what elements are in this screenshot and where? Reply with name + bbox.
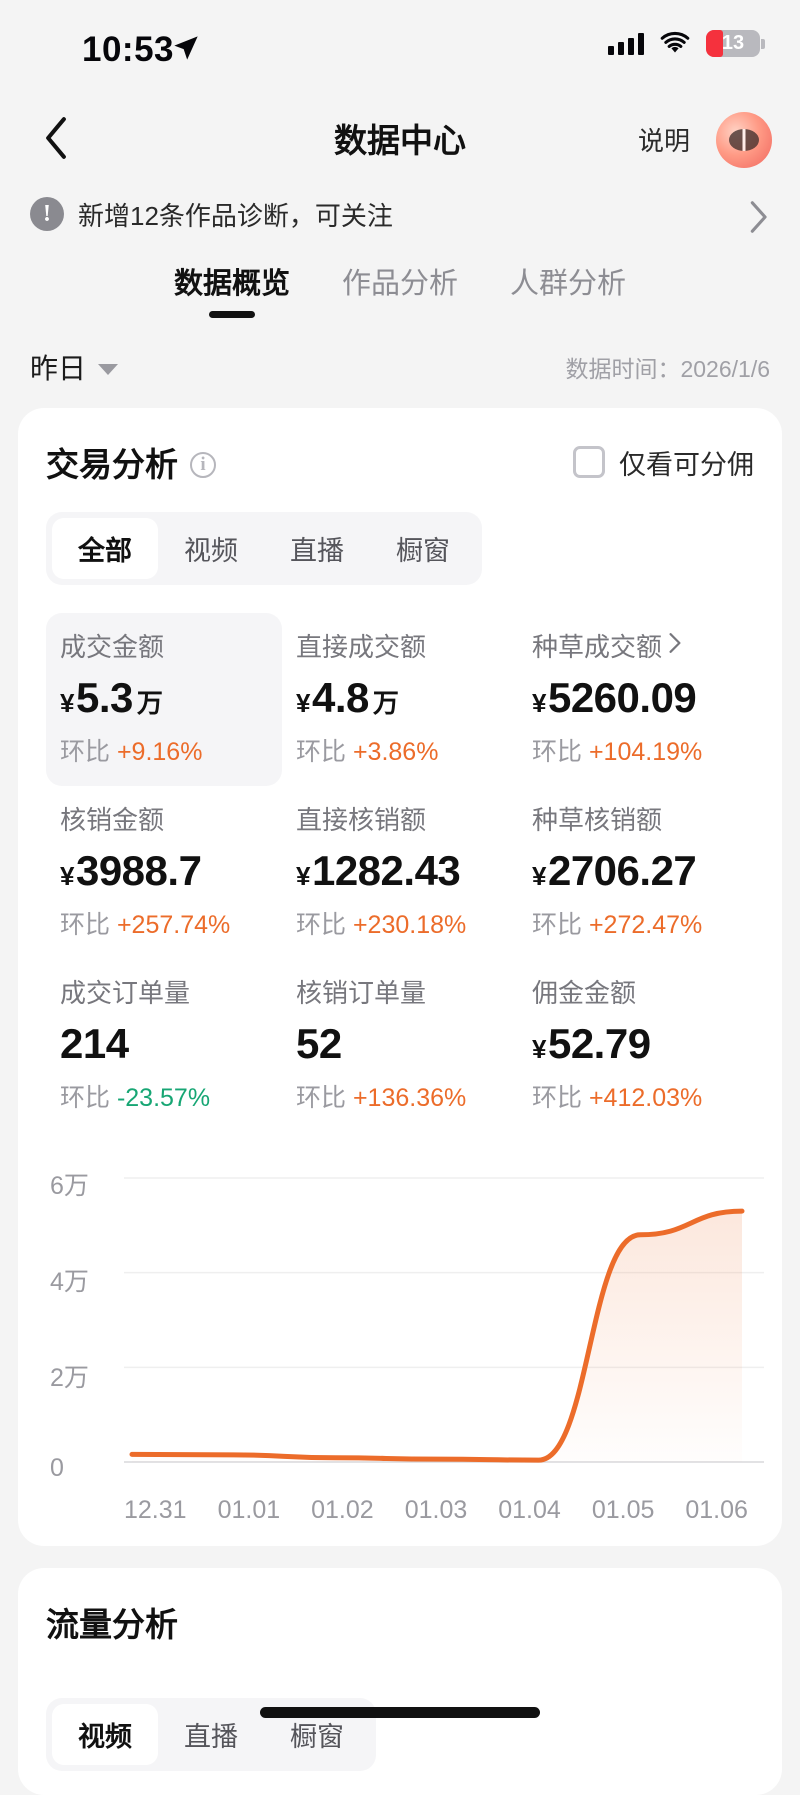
metric-cell: 直接核销额 ¥1282.43 环比 +230.18% xyxy=(282,786,518,959)
metric-label: 直接核销额 xyxy=(296,805,427,835)
metrics-grid: 成交金额 ¥5.3 万环比 +9.16% 直接成交额 ¥4.8 万环比 +3.86% 种草成… xyxy=(46,613,754,1132)
caret-down-icon xyxy=(98,363,119,375)
status-bar: 10:53 13 xyxy=(0,0,800,96)
y-tick-1: 4万 xyxy=(50,1268,89,1296)
x-tick-3: 01.03 xyxy=(404,1496,468,1524)
traffic-card-title: 流量分析 xyxy=(46,1606,178,1643)
metric-label: 种草核销额 xyxy=(532,805,663,835)
notice-banner[interactable]: ! 新增12条作品诊断，可关注 xyxy=(0,182,800,246)
y-tick-2: 2万 xyxy=(50,1364,89,1392)
main-tabs: 数据概览 作品分析 人群分析 xyxy=(0,246,800,338)
traffic-pill-video[interactable]: 视频 xyxy=(52,1704,158,1765)
checkbox-box[interactable] xyxy=(573,446,605,478)
tab-audience-analysis[interactable]: 人群分析 xyxy=(510,268,627,300)
y-tick-3: 0 xyxy=(50,1454,64,1482)
chart-line-series xyxy=(129,1208,745,1463)
metric-cell: 种草核销额 ¥2706.27 环比 +272.47% xyxy=(518,786,754,959)
home-indicator xyxy=(260,1707,540,1718)
trade-card-title: 交易分析 xyxy=(46,446,178,483)
date-range-selector[interactable]: 昨日 xyxy=(30,347,119,387)
metric-cell: 核销订单量 52 环比 +136.36% xyxy=(282,959,518,1132)
metric-label: 核销金额 xyxy=(60,805,165,835)
x-tick-0: 12.31 xyxy=(124,1496,187,1524)
chevron-right-icon xyxy=(668,630,682,661)
tab-content-analysis[interactable]: 作品分析 xyxy=(341,268,458,300)
traffic-pill-live[interactable]: 直播 xyxy=(184,1722,238,1752)
metric-value: ¥1282.43 xyxy=(296,847,461,894)
filter-pill-all[interactable]: 全部 xyxy=(52,518,158,579)
help-button[interactable]: 说明 xyxy=(637,126,690,156)
info-icon[interactable]: i xyxy=(190,452,216,478)
metric-value: ¥52.79 xyxy=(532,1020,651,1067)
metric-cell[interactable]: 种草成交额 ¥5260.09 环比 +104.19% xyxy=(518,613,754,786)
chevron-right-icon xyxy=(748,200,768,239)
status-icons: 13 xyxy=(608,30,765,57)
commission-filter-checkbox[interactable]: 仅看可分佣 xyxy=(573,443,754,482)
metric-value: 52 xyxy=(296,1020,342,1067)
metric-delta: 环比 -23.57% xyxy=(60,1084,211,1112)
trade-filter-pills: 全部 视频 直播 橱窗 xyxy=(46,512,482,585)
x-tick-6: 01.06 xyxy=(685,1496,748,1524)
page-title: 数据中心 xyxy=(334,122,466,159)
exclamation-icon: ! xyxy=(30,197,64,231)
battery-icon: 13 xyxy=(706,30,765,57)
trade-trend-chart: 6万 4万 2万 0 12.31 01.01 01.02 01.03 01.04… xyxy=(46,1166,764,1526)
filter-pill-showcase[interactable]: 橱窗 xyxy=(396,536,450,566)
metric-delta: 环比 +136.36% xyxy=(296,1084,467,1112)
metric-label: 成交金额 xyxy=(60,632,165,662)
data-time-label: 数据时间：2026/1/6 xyxy=(565,356,770,382)
tab-data-overview[interactable]: 数据概览 xyxy=(174,260,290,318)
checkbox-label: 仅看可分佣 xyxy=(619,449,754,480)
y-tick-0: 6万 xyxy=(50,1172,89,1200)
x-tick-1: 01.01 xyxy=(217,1496,281,1524)
avatar[interactable] xyxy=(716,112,772,168)
chart-x-axis: 12.31 01.01 01.02 01.03 01.04 01.05 01.0… xyxy=(46,1486,754,1525)
notice-text: 新增12条作品诊断，可关注 xyxy=(78,200,393,231)
metric-delta: 环比 +230.18% xyxy=(296,911,467,939)
battery-level: 13 xyxy=(721,32,745,54)
metric-delta: 环比 +9.16% xyxy=(60,738,203,766)
traffic-analysis-card: 流量分析 视频 直播 橱窗 xyxy=(18,1568,782,1795)
metric-cell: 佣金金额 ¥52.79 环比 +412.03% xyxy=(518,959,754,1132)
chart-area-fill xyxy=(132,1211,742,1462)
nav-bar: 数据中心 说明 xyxy=(0,96,800,182)
metric-delta: 环比 +412.03% xyxy=(532,1084,703,1112)
metric-delta: 环比 +272.47% xyxy=(532,911,703,939)
signal-bars-icon xyxy=(608,32,644,55)
metric-label: 成交订单量 xyxy=(60,978,191,1008)
metric-value: ¥5260.09 xyxy=(532,674,697,721)
metric-cell: 成交订单量 214 环比 -23.57% xyxy=(46,959,282,1132)
metric-delta: 环比 +104.19% xyxy=(532,738,703,766)
date-range-label: 昨日 xyxy=(30,353,87,384)
metric-delta: 环比 +257.74% xyxy=(60,911,231,939)
chart-plot xyxy=(124,1177,764,1463)
metric-label: 核销订单量 xyxy=(296,978,427,1008)
x-tick-5: 01.05 xyxy=(591,1496,655,1524)
metric-value: 214 xyxy=(60,1020,129,1067)
metric-delta: 环比 +3.86% xyxy=(296,738,439,766)
metric-label: 佣金金额 xyxy=(532,978,637,1008)
metric-value: ¥2706.27 xyxy=(532,847,697,894)
wifi-icon xyxy=(660,31,690,53)
date-row: 昨日 数据时间：2026/1/6 xyxy=(0,338,800,396)
filter-pill-video[interactable]: 视频 xyxy=(184,536,238,566)
metric-value: ¥3988.7 xyxy=(60,847,202,894)
x-tick-4: 01.04 xyxy=(498,1496,561,1524)
metric-value: ¥5.3 万 xyxy=(60,674,163,721)
x-tick-2: 01.02 xyxy=(311,1496,374,1524)
location-arrow-icon xyxy=(172,34,200,67)
chevron-left-icon xyxy=(46,117,66,159)
status-time: 10:53 xyxy=(82,30,175,69)
filter-pill-live[interactable]: 直播 xyxy=(290,536,344,566)
trade-analysis-card: 交易分析 i 仅看可分佣 全部 视频 直播 橱窗 成交金额 ¥5.3 万环比 +9.… xyxy=(18,408,782,1546)
trade-card-header: 交易分析 i 仅看可分佣 xyxy=(46,438,754,486)
metric-cell: 直接成交额 ¥4.8 万环比 +3.86% xyxy=(282,613,518,786)
back-button[interactable] xyxy=(28,110,84,166)
metric-label: 种草成交额 xyxy=(532,627,744,664)
metric-cell: 成交金额 ¥5.3 万环比 +9.16% xyxy=(46,613,282,786)
metric-cell: 核销金额 ¥3988.7 环比 +257.74% xyxy=(46,786,282,959)
metric-label: 直接成交额 xyxy=(296,632,427,662)
trade-card-title-group: 交易分析 i xyxy=(46,438,216,486)
metric-value: ¥4.8 万 xyxy=(296,674,399,721)
